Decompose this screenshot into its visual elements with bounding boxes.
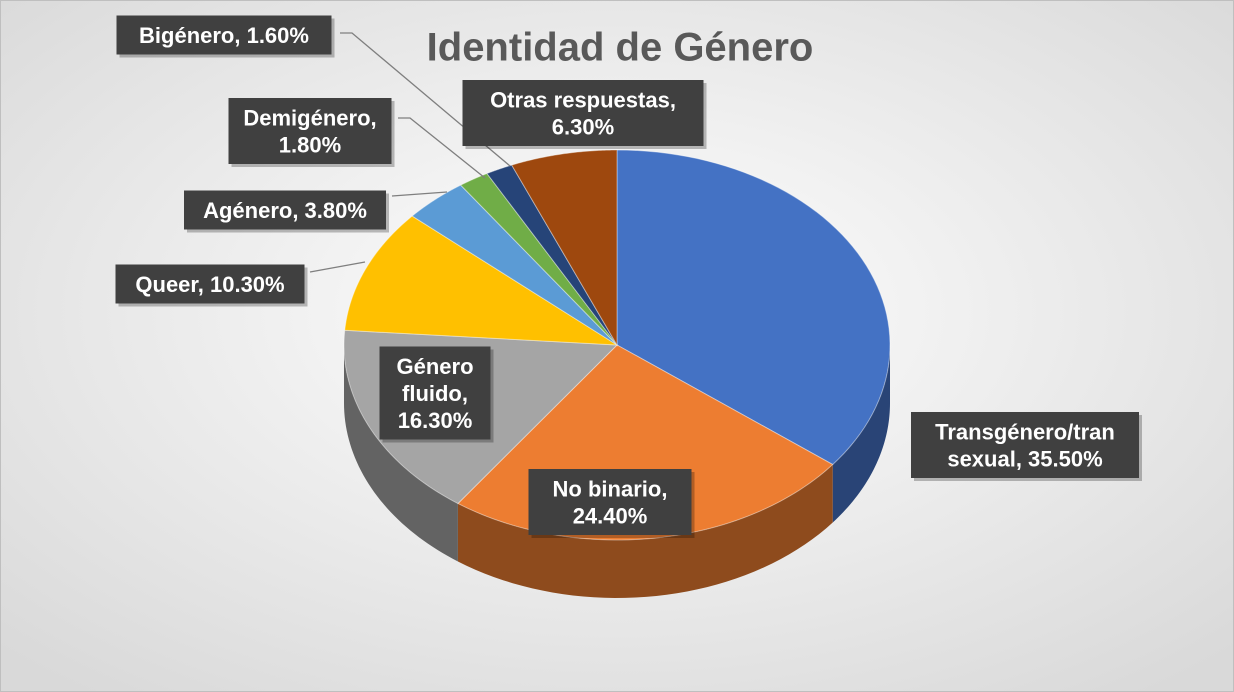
slice-side (832, 345, 890, 523)
data-label: Transgénero/tran sexual, 35.50% (935, 420, 1115, 472)
label-box (379, 346, 491, 440)
chart-title: Identidad de Género (427, 26, 814, 70)
slice (510, 149, 618, 347)
leader-line (391, 191, 448, 197)
slice-side (344, 345, 458, 562)
data-label: Agénero, 3.80% (203, 198, 367, 223)
labels: Transgénero/tran sexual, 35.50% No binario… (115, 15, 1142, 538)
slice (616, 149, 891, 466)
data-label: Bigénero, 1.60% (139, 23, 309, 48)
data-label: Otras respuestas, 6.30% (490, 88, 676, 140)
label-box (228, 98, 392, 164)
label-box (528, 469, 692, 535)
pie (343, 149, 891, 598)
data-label: Queer, 10.30% (135, 272, 284, 297)
data-label: No binario, 24.40% (553, 477, 668, 529)
leader-line (309, 261, 366, 273)
leader-line (398, 117, 486, 179)
slice (459, 172, 618, 346)
slice (344, 215, 619, 346)
label-box (116, 15, 332, 55)
label-box (911, 412, 1139, 478)
data-label: Género fluido, 16.30% (396, 354, 473, 433)
label-box (115, 264, 305, 304)
label-box (184, 190, 386, 230)
slice (411, 184, 618, 346)
slice-side (457, 464, 833, 598)
leader-line (340, 32, 511, 167)
label-box (462, 80, 704, 146)
data-label: Demigénero, 1.80% (243, 106, 376, 158)
slice (486, 164, 618, 346)
